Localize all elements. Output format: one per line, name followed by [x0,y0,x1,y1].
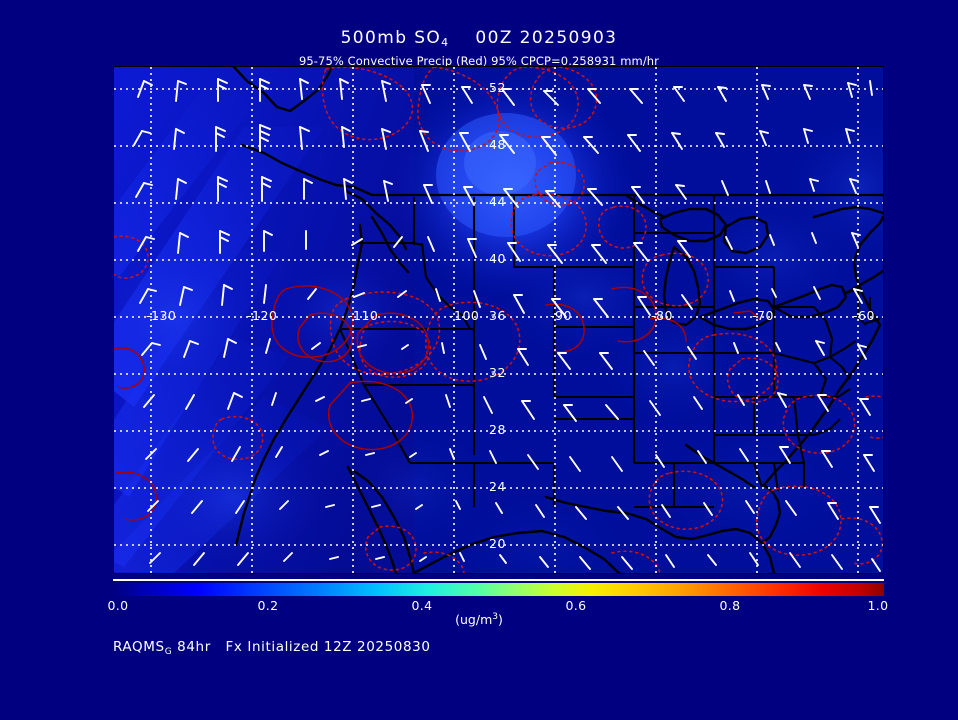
lat-label-20: 20 [489,536,506,551]
lat-label-40: 40 [489,251,506,266]
title-subscript: 4 [441,36,449,49]
lat-label-28: 28 [489,422,506,437]
footer-subscript: G [164,647,173,657]
lat-label-36: 36 [489,308,506,323]
colorbar-tick-1: 0.2 [257,598,279,613]
map-canvas: 52 48 44 40 36 32 28 24 20 -130 -120 -11… [114,67,883,573]
lat-label-48: 48 [489,137,506,152]
lon-label-120: -120 [247,308,278,323]
sulfate-shading-layer [114,67,883,573]
page-subtitle: 95-75% Convective Precip (Red) 95% CPCP=… [298,54,660,68]
unit-prefix: (ug/m [455,612,493,627]
unit-exponent: 3 [492,612,498,622]
unit-suffix: ) [497,612,503,627]
lat-label-52: 52 [489,80,506,95]
lat-label-32: 32 [489,365,506,380]
lon-label-110: -110 [348,308,379,323]
lon-label-70: -70 [752,308,774,323]
colorbar-gradient [113,583,884,596]
colorbar-tick-4: 0.8 [719,598,741,613]
lon-label-100: -100 [449,308,480,323]
gridline-layer [114,67,883,573]
map-plot-area: 52 48 44 40 36 32 28 24 20 -130 -120 -11… [113,66,884,574]
lat-label-44: 44 [489,194,506,209]
colorbar-tick-2: 0.4 [411,598,433,613]
lat-label-24: 24 [489,479,506,494]
title-prefix: 500mb SO [340,28,442,48]
footer-suffix: 84hr Fx Initialized 12Z 20250830 [172,639,431,655]
colorbar-unit-label: (ug/m3) [0,612,958,627]
colorbar-tick-5: 1.0 [867,598,889,613]
wind-barb-layer [133,78,881,572]
colorbar-top-rule [113,579,884,581]
footer-prefix: RAQMS [113,639,165,655]
convective-precip-contour-layer [114,67,883,573]
colorbar-tick-3: 0.6 [565,598,587,613]
colorbar [113,583,884,596]
lon-label-130: -130 [146,308,177,323]
page-title: 500mb SO4 00Z 20250903 [0,28,958,53]
title-suffix: 00Z 20250903 [448,28,618,48]
footer-caption: RAQMSG 84hr Fx Initialized 12Z 20250830 [113,639,431,657]
colorbar-tick-0: 0.0 [107,598,129,613]
lon-label-90: -90 [550,308,572,323]
lon-label-80: -80 [651,308,673,323]
lon-label-60: -60 [853,308,875,323]
